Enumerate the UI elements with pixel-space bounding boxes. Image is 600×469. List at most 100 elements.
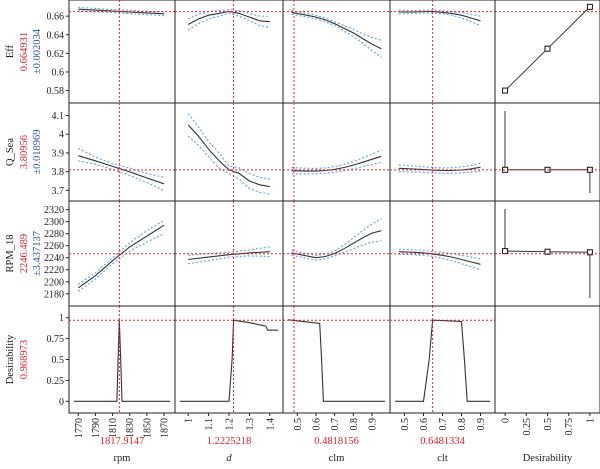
x-tick-label: 0.7 <box>330 418 341 431</box>
ci-lower-line <box>78 160 165 191</box>
ci-upper-line <box>291 149 382 170</box>
y-tick-label: 3.9 <box>52 148 65 159</box>
x-tick-label: 0.8 <box>349 418 360 431</box>
profile-curve <box>74 320 170 402</box>
x-tick-label: 1870 <box>160 418 171 438</box>
x-tick-label: 1.4 <box>265 418 276 431</box>
y-tick-label: 2300 <box>44 217 64 228</box>
profiler-cell-r3-c2 <box>282 305 391 414</box>
x-tick-label: 1.1 <box>204 418 215 431</box>
profile-curve <box>291 11 382 50</box>
profiler-cell-r0-c0 <box>68 0 176 104</box>
y-tick-label: 4.1 <box>52 111 65 122</box>
x-tick-label: 0.8 <box>457 418 468 431</box>
ci-upper-line <box>188 246 270 256</box>
y-tick-label: 0 <box>59 397 64 408</box>
ci-upper-line <box>77 219 165 285</box>
profiler-cell-r1-c3 <box>389 102 496 202</box>
factor-name: Desirability <box>523 453 573 464</box>
factor-name: rpm <box>114 453 131 464</box>
y-tick-label: 2260 <box>44 241 64 252</box>
factor-name: clt <box>437 453 448 464</box>
profile-curve <box>398 166 481 172</box>
x-tick-label: 1830 <box>125 418 136 438</box>
y-tick-label: 3.8 <box>52 167 65 178</box>
factor-current-value: 0.4818156 <box>314 436 359 447</box>
x-tick-label: 0 <box>501 418 512 423</box>
profile-curve <box>398 10 481 22</box>
y-tick-label: 0.6 <box>52 67 65 78</box>
factor-current-value: 0.6481334 <box>420 436 465 447</box>
y-tick-label: 2320 <box>44 205 64 216</box>
ci-lower-line <box>187 12 270 31</box>
x-tick-label: 1810 <box>108 418 119 438</box>
x-tick-label: 1850 <box>142 418 153 438</box>
x-tick-label: 1790 <box>91 418 102 438</box>
factor-name: clm <box>329 453 345 464</box>
x-tick-label: 1 <box>184 418 195 423</box>
profiler-cell-r3-c4 <box>494 305 600 414</box>
row-label-name: Eff <box>5 44 16 58</box>
x-tick-label: 0.5 <box>400 418 411 431</box>
desirability-marker <box>502 248 509 255</box>
profile-curve <box>78 155 165 185</box>
y-tick-label: 2240 <box>44 253 64 264</box>
y-tick-label: 2220 <box>44 265 64 276</box>
row-label-current: 3.80956 <box>19 135 30 169</box>
row-label-name: Desirability <box>5 334 16 384</box>
row-label-ci: ±3.437137 <box>32 231 43 276</box>
y-tick-label: 2280 <box>44 229 64 240</box>
x-tick-label: 1 <box>585 418 596 423</box>
y-tick-label: 0.25 <box>47 376 65 387</box>
y-tick-label: 0.58 <box>47 86 65 97</box>
profiler-cell-r1-c4 <box>494 102 600 202</box>
ci-upper-line <box>398 248 481 260</box>
profiler-cell-r1-c1 <box>174 102 284 202</box>
row-label-current: 0.664931 <box>19 32 30 71</box>
row-label-name: Q_Sea <box>5 138 16 166</box>
ci-upper-line <box>398 9 481 17</box>
x-tick-label: 1.3 <box>245 418 256 431</box>
y-tick-label: 1 <box>59 313 64 324</box>
profiler-cell-r3-c3 <box>389 305 496 414</box>
profiler-cell-r1-c2 <box>282 102 391 202</box>
row-label-ci: ±0.018969 <box>32 129 43 174</box>
profile-curve <box>291 230 382 259</box>
row-label-name: RPM_18 <box>5 235 16 273</box>
x-tick-label: 1770 <box>74 418 85 438</box>
ci-upper-line <box>398 162 481 169</box>
y-tick-label: 2180 <box>44 289 64 300</box>
ci-lower-line <box>398 170 481 174</box>
ci-lower-line <box>188 255 270 265</box>
profile-curve <box>398 251 481 265</box>
ci-upper-line <box>291 10 382 41</box>
ci-upper-line <box>78 147 165 178</box>
x-tick-label: 0.5 <box>293 418 304 431</box>
profile-curve <box>188 251 270 261</box>
x-tick-label: 0.9 <box>367 418 378 431</box>
y-tick-label: 0.62 <box>47 49 65 60</box>
ci-lower-line <box>77 233 165 292</box>
y-tick-label: 4 <box>59 130 64 141</box>
factor-name: d <box>226 453 232 464</box>
x-tick-label: 0.6 <box>419 418 430 431</box>
desirability-marker <box>544 45 551 52</box>
row-label-ci: ±0.002034 <box>32 28 43 74</box>
factor-current-value: 1.2225218 <box>207 436 252 447</box>
profiler-cell-r0-c1 <box>174 0 284 104</box>
profiler-cell-r1-c0 <box>68 102 176 202</box>
ci-lower-line <box>291 161 382 175</box>
x-tick-label: 0.75 <box>564 418 575 436</box>
x-tick-label: 1.2 <box>225 418 236 431</box>
y-tick-label: 0.66 <box>47 12 65 23</box>
y-tick-label: 3.7 <box>52 186 65 197</box>
ci-lower-line <box>291 13 382 58</box>
desirability-marker <box>586 249 593 256</box>
desirability-marker <box>586 3 593 10</box>
factor-current-value: 1817.9147 <box>100 436 145 447</box>
x-tick-label: 0.5 <box>543 418 554 431</box>
desirability-marker <box>502 87 509 94</box>
profile-curve <box>180 319 278 402</box>
